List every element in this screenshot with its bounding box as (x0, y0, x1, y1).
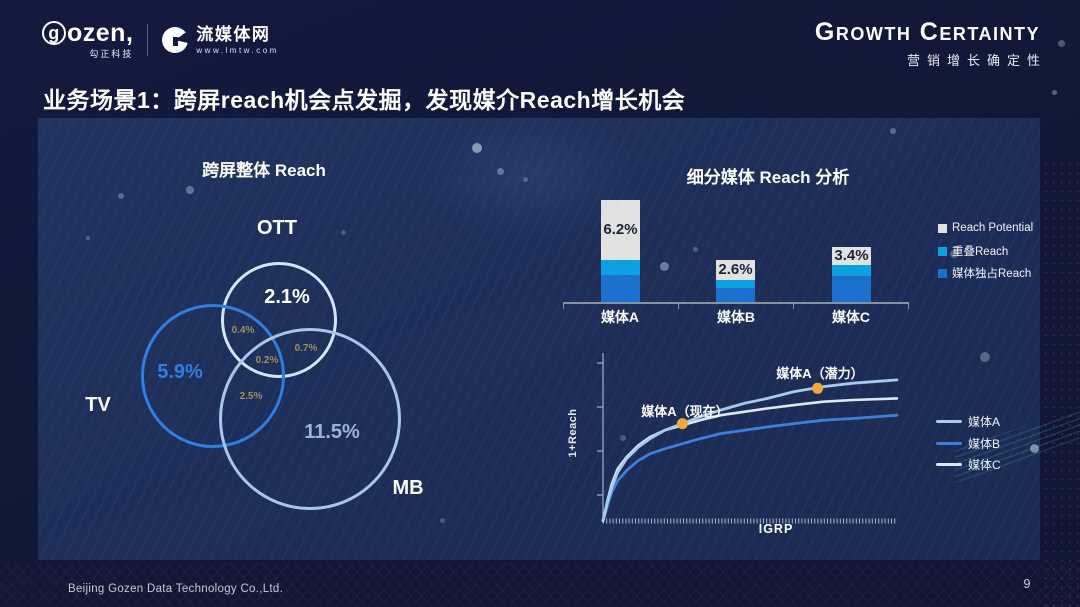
venn-value-mb: 11.5% (304, 421, 360, 443)
bar-axis-tick (908, 304, 909, 309)
line-x-axis-label: IGRP (758, 522, 794, 536)
legend-line (936, 442, 962, 445)
venn-circle-mb (219, 328, 401, 510)
bar-value-label: 6.2% (603, 221, 638, 238)
brand-subtitle: 营销增长确定性 (906, 53, 1047, 68)
venn-overlap-center: 0.2% (255, 355, 279, 366)
brand-slogan: Growth Certainty 营销增长确定性 (815, 18, 1040, 69)
bar-value-label: 3.4% (834, 246, 869, 264)
annotation-potential: 媒体A（潜力） (776, 366, 864, 381)
bar-media-a: 6.2% (601, 200, 640, 303)
legend-swatch (938, 246, 947, 256)
legend-line (936, 420, 962, 423)
legend-item-media-c: 媒体C (936, 456, 1001, 473)
bar-axis-tick (793, 304, 794, 309)
legend-item-media-b: 媒体B (936, 435, 1000, 452)
venn-overlap-tv-mb: 2.5% (239, 391, 263, 402)
venn-label-tv: TV (85, 394, 111, 416)
gozen-subtitle: 勾正科技 (89, 49, 134, 59)
line-chart (597, 353, 899, 524)
annotation-dot-now (676, 418, 688, 430)
legend-item-media-a: 媒体A (936, 413, 1000, 430)
logo-group: g ozen, 勾正科技 流媒体网 www.lmtw.com (42, 20, 279, 60)
line-y-axis-label: 1+Reach (567, 408, 579, 458)
venn-label-ott: OTT (257, 217, 297, 239)
content-panel: 跨屏整体 Reach OTT 2.1% TV 5.9% MB 11.5% 0.4… (38, 118, 1040, 560)
bar-x-axis (563, 302, 909, 304)
bar-axis-tick (678, 304, 679, 309)
legend-item-reach-potential: Reach Potential (938, 222, 1033, 234)
bar-chart-title: 细分媒体 Reach 分析 (686, 168, 850, 187)
venn-label-mb: MB (392, 477, 424, 499)
legend-line (936, 463, 962, 466)
annotation-now: 媒体A（现在） (641, 404, 729, 419)
page-number: 9 (1023, 577, 1031, 591)
lmtw-logo: 流媒体网 www.lmtw.com (162, 24, 279, 55)
legend-item-overlap-reach: 重叠Reach (938, 243, 1008, 259)
bar-media-b: 2.6% (716, 259, 755, 303)
lmtw-url: www.lmtw.com (196, 45, 279, 55)
bar-value-label: 2.6% (718, 260, 753, 278)
legend-swatch (938, 268, 947, 278)
bar-category-a: 媒体A (600, 309, 640, 325)
header: g ozen, 勾正科技 流媒体网 www.lmtw.com Growth Cer… (0, 0, 1080, 75)
footer-company: Beijing Gozen Data Technology Co.,Ltd. (68, 583, 284, 595)
bar-category-b: 媒体B (716, 309, 756, 325)
page-title: 业务场景1：跨屏reach机会点发掘，发现媒介Reach增长机会 (43, 87, 686, 113)
gozen-g-icon: g (42, 21, 66, 45)
lmtw-logo-icon (162, 27, 189, 53)
annotation-dot-potential (812, 382, 824, 394)
legend-swatch (938, 223, 947, 233)
brand-title: Growth Certainty (814, 18, 1040, 46)
decor-speckles-right (1042, 160, 1080, 607)
bar-axis-tick (563, 304, 564, 309)
header-divider (147, 24, 149, 56)
venn-overlap-tv-ott: 0.4% (231, 325, 255, 336)
lmtw-wordmark: 流媒体网 (196, 24, 271, 44)
gozen-wordmark: ozen, (67, 19, 134, 47)
decor-speckles-bottom (0, 562, 1080, 607)
venn-value-tv: 5.9% (157, 361, 203, 383)
venn-overlap-ott-mb: 0.7% (294, 343, 318, 354)
bar-media-c: 3.4% (832, 246, 871, 303)
legend-item-exclusive-reach: 媒体独占Reach (938, 265, 1031, 281)
decor-dot (1052, 90, 1057, 95)
curve-media-b (601, 413, 899, 523)
venn-value-ott: 2.1% (264, 286, 310, 308)
gozen-logo: g ozen, 勾正科技 (42, 20, 133, 60)
bar-category-c: 媒体C (831, 309, 871, 325)
venn-title: 跨屏整体 Reach (202, 161, 326, 180)
